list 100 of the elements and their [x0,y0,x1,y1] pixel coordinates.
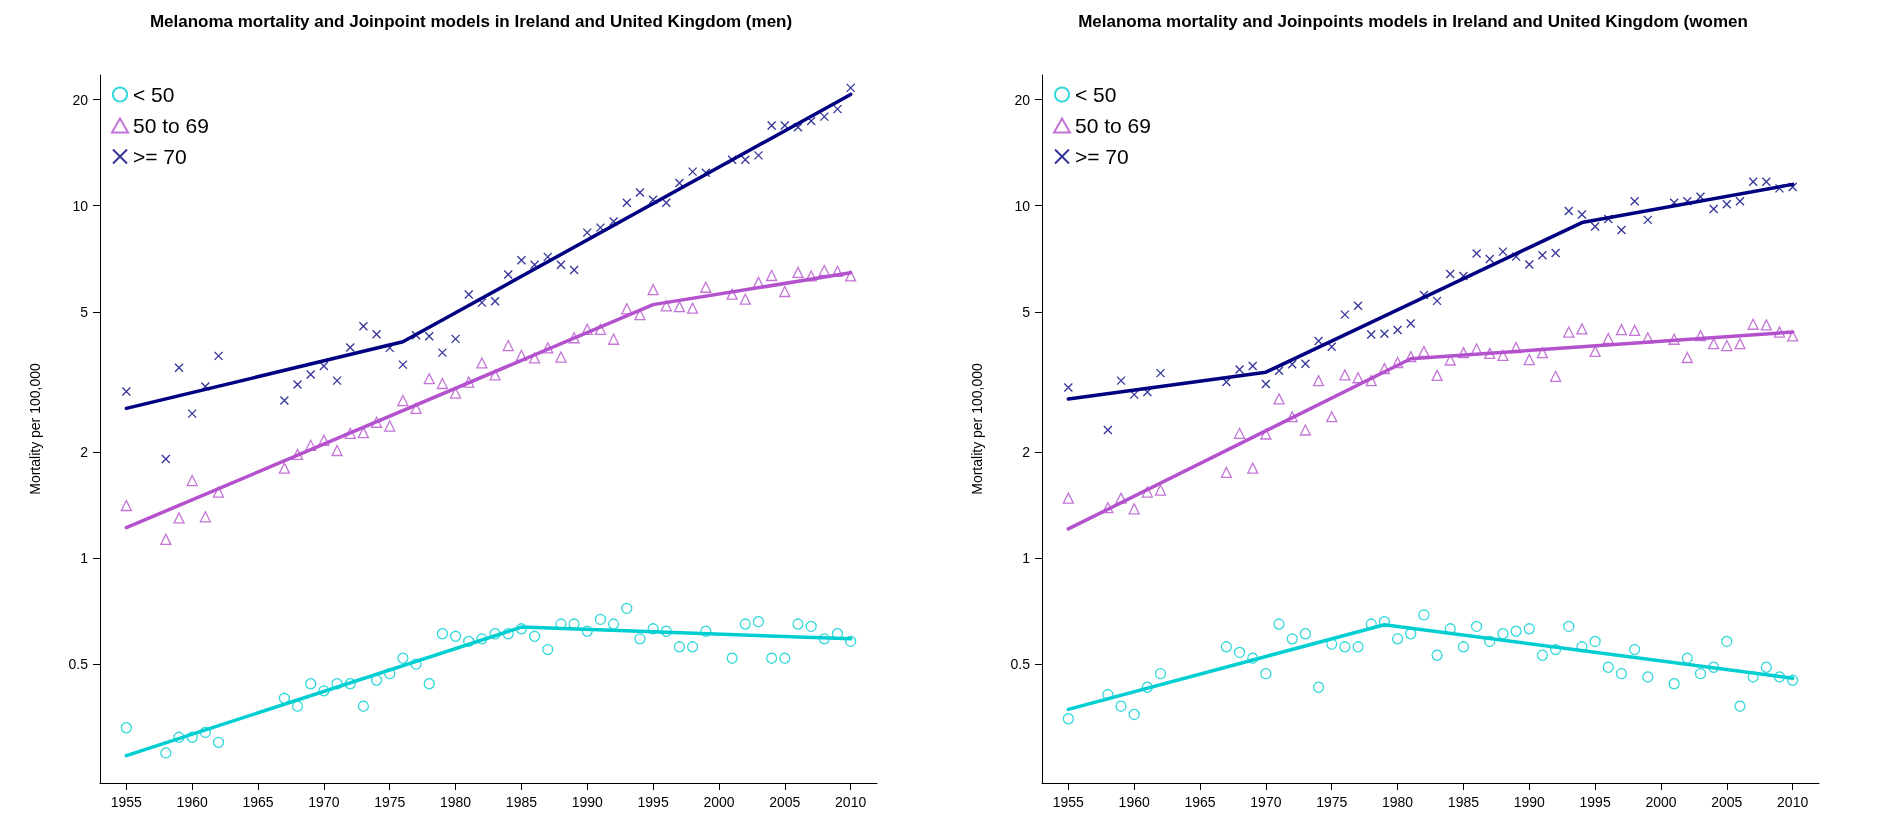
point [1549,370,1562,382]
point [212,736,225,748]
y-tick-label: 10 [72,197,89,214]
point [766,120,777,131]
point [319,361,329,371]
point [397,652,409,664]
point [542,342,554,354]
point [647,283,659,296]
point [187,409,197,419]
point [318,685,330,697]
point [436,377,449,390]
x-tick-label: 1960 [176,794,208,810]
y-tick-label: 5 [80,303,89,320]
point [424,331,434,341]
point [1418,609,1430,621]
point [1352,641,1364,653]
point [174,363,184,373]
point [332,375,342,386]
point [1154,484,1167,496]
point [1247,652,1259,664]
point [555,351,567,363]
point [423,678,435,690]
point [806,116,816,126]
point [726,652,738,664]
point [779,285,791,298]
point [753,150,764,161]
point [779,652,791,664]
point [1747,318,1759,330]
point [529,260,540,270]
point [1536,649,1549,661]
point [1615,667,1628,680]
point [1326,638,1338,650]
point [199,511,212,523]
point [1669,198,1679,208]
point [1497,349,1509,362]
point [819,112,829,122]
x-tick-label: 2005 [1711,794,1743,810]
x-tick-label: 1960 [1118,794,1150,810]
point [594,613,607,626]
x-tick-label: 1975 [374,794,406,810]
x-tick-label: 1970 [1250,794,1282,810]
point [634,633,646,645]
point [635,187,645,198]
point [397,394,409,407]
point [1615,324,1628,336]
point [1260,667,1272,680]
point [792,618,804,630]
point [476,357,488,369]
point [647,623,659,635]
point [1748,177,1758,187]
point [1378,616,1391,628]
point [1431,649,1443,661]
point [278,692,291,704]
point [1418,345,1430,358]
point [437,347,448,358]
point [305,678,317,690]
point [1760,661,1772,673]
point [160,747,172,759]
point [1327,342,1337,352]
point [1312,374,1325,387]
point [1761,177,1771,187]
point [765,269,778,282]
point [594,323,607,335]
point [1602,332,1614,345]
point [384,667,396,680]
point [1734,700,1746,712]
x-tick-label: 1990 [1513,794,1546,810]
point [398,360,408,370]
point [1391,633,1404,645]
point [1721,339,1733,352]
point [1735,196,1745,206]
point [1062,713,1074,725]
point [173,731,185,743]
point [1406,318,1416,329]
point [1603,214,1613,224]
point [1392,325,1403,335]
point [1602,661,1614,673]
point [1445,269,1455,279]
point [543,252,553,262]
y-tick-label: 20 [1014,91,1031,108]
point [502,628,514,640]
point [1365,374,1377,387]
point [1471,248,1482,259]
point [686,641,699,653]
point [1563,620,1575,633]
x-tick-label: 1955 [1052,794,1085,810]
point [846,83,856,93]
point [608,216,619,227]
point [1220,641,1233,653]
point [1642,332,1654,344]
point [1708,661,1720,673]
point [1405,351,1417,363]
point [1707,338,1720,350]
point [1523,623,1535,635]
point [489,369,501,381]
point [1510,341,1522,354]
point [1788,182,1798,192]
point [423,373,435,385]
point [160,533,172,546]
point [528,630,541,642]
